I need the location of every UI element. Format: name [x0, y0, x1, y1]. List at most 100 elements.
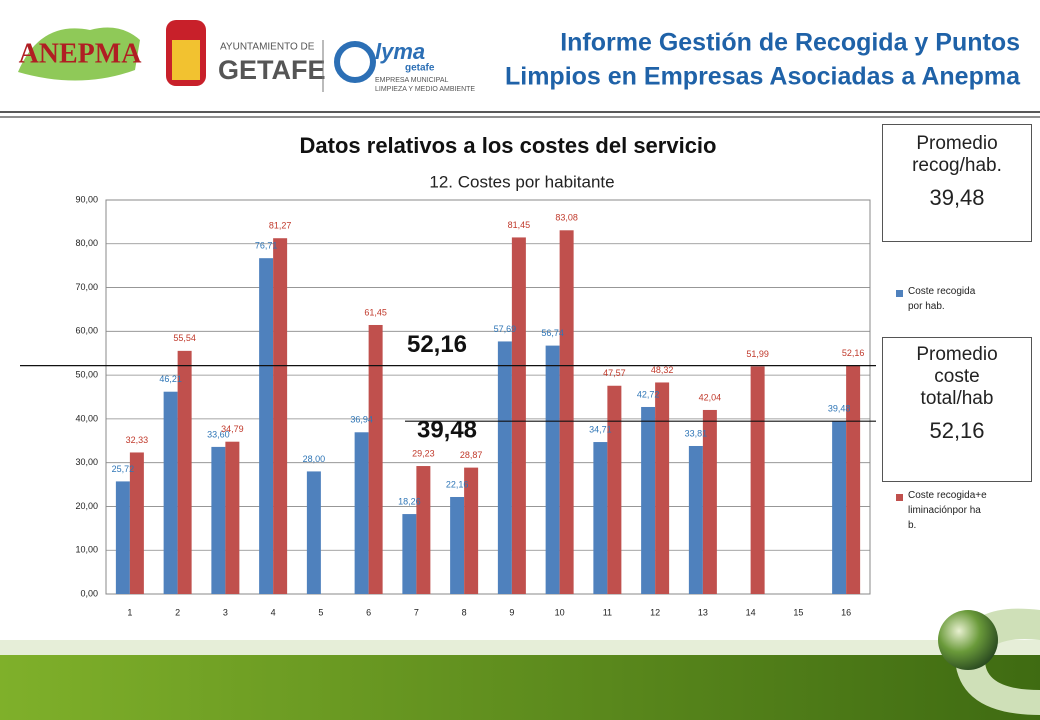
summary-value: 39,48 — [929, 185, 985, 210]
x-tick-label: 10 — [555, 607, 565, 617]
data-label: 51,99 — [746, 349, 769, 359]
bar — [511, 237, 526, 594]
x-tick-label: 7 — [414, 607, 419, 617]
bar — [545, 345, 560, 594]
lyma-line: EMPRESA MUNICIPAL — [375, 77, 448, 84]
bar — [115, 481, 130, 594]
bar — [211, 446, 226, 594]
data-label: 36,94 — [350, 415, 373, 425]
data-label: 28,00 — [303, 454, 326, 464]
x-tick-label: 5 — [318, 607, 323, 617]
y-tick-label: 80,00 — [75, 238, 98, 248]
data-label: 56,74 — [541, 328, 564, 338]
ayto-name: GETAFE — [218, 55, 326, 85]
summary-title: Promedio recog/hab. — [912, 133, 1002, 176]
chart-subtitle: 12. Costes por habitante — [429, 172, 614, 191]
chart-title: Datos relativos a los costes del servici… — [300, 133, 717, 158]
data-label: 25,72 — [112, 464, 135, 474]
legend-entry: Coste recogida por hab. — [908, 286, 976, 312]
bar — [702, 409, 717, 594]
x-tick-label: 6 — [366, 607, 371, 617]
x-tick-label: 14 — [746, 607, 756, 617]
data-label: 57,69 — [494, 324, 517, 334]
data-label: 76,71 — [255, 241, 278, 251]
data-label: 28,87 — [460, 450, 483, 460]
bar — [416, 466, 431, 594]
bar — [450, 496, 465, 594]
y-tick-label: 40,00 — [75, 413, 98, 423]
data-label: 33,81 — [685, 428, 708, 438]
x-tick-label: 13 — [698, 607, 708, 617]
data-label: 29,23 — [412, 448, 435, 458]
x-tick-label: 2 — [175, 607, 180, 617]
lyma-icon — [334, 41, 376, 83]
bar — [225, 441, 240, 594]
data-label: 52,16 — [842, 348, 865, 358]
data-label: 55,54 — [173, 333, 196, 343]
summary-title: Promedio coste total/hab — [916, 344, 998, 409]
bar — [750, 366, 765, 594]
x-tick-label: 9 — [509, 607, 514, 617]
reference-label: 52,16 — [407, 331, 467, 358]
data-label: 81,27 — [269, 221, 292, 231]
y-tick-label: 50,00 — [75, 369, 98, 379]
data-label: 83,08 — [555, 213, 578, 223]
x-tick-label: 16 — [841, 607, 851, 617]
footer-light — [0, 640, 1040, 655]
data-label: 18,26 — [398, 496, 421, 506]
data-label: 46,21 — [159, 374, 182, 384]
data-label: 22,16 — [446, 479, 469, 489]
data-label: 39,48 — [828, 404, 851, 414]
x-tick-label: 12 — [650, 607, 660, 617]
lyma-line: LIMPIEZA Y MEDIO AMBIENTE — [375, 86, 475, 93]
x-tick-label: 1 — [127, 607, 132, 617]
anepma-logo: ANEPMA — [19, 38, 143, 69]
data-label: 34,71 — [589, 424, 612, 434]
bar — [559, 230, 574, 594]
bar — [163, 391, 178, 594]
bar — [402, 514, 417, 594]
data-label: 81,45 — [508, 220, 531, 230]
slide-title: Limpios en Empresas Asociadas a Anepma — [505, 63, 1021, 91]
bar — [464, 467, 479, 594]
y-tick-label: 0,00 — [80, 588, 98, 598]
lyma-sub: getafe — [405, 63, 435, 74]
y-tick-label: 90,00 — [75, 194, 98, 204]
bar — [368, 324, 383, 594]
summary-box: Promedio coste total/hab 52,16 — [882, 337, 1032, 482]
y-tick-label: 70,00 — [75, 282, 98, 292]
data-label: 47,57 — [603, 368, 626, 378]
x-tick-label: 3 — [223, 607, 228, 617]
footer-band — [0, 655, 1040, 720]
bar — [593, 442, 608, 594]
data-label: 32,33 — [126, 435, 149, 445]
data-label: 42,04 — [699, 392, 722, 402]
bar — [655, 382, 670, 594]
data-label: 42,72 — [637, 389, 660, 399]
data-label: 33,60 — [207, 429, 230, 439]
data-label: 34,79 — [221, 424, 244, 434]
bar — [688, 445, 703, 594]
ayto-label: AYUNTAMIENTO DE — [220, 42, 315, 53]
y-tick-label: 10,00 — [75, 545, 98, 555]
bar — [273, 238, 288, 594]
x-tick-label: 4 — [271, 607, 276, 617]
summary-value: 52,16 — [929, 418, 985, 443]
y-tick-label: 60,00 — [75, 326, 98, 336]
data-label: 61,45 — [364, 307, 387, 317]
legend-swatch — [896, 494, 903, 501]
lyma-logo: lyma — [375, 39, 425, 64]
bar — [259, 258, 274, 594]
bar — [497, 341, 512, 594]
y-tick-label: 30,00 — [75, 457, 98, 467]
y-tick-label: 20,00 — [75, 501, 98, 511]
bar — [354, 432, 369, 594]
bar — [306, 471, 321, 594]
legend-entry: Coste recogida+eliminaciónpor hab. — [908, 490, 987, 531]
bar — [607, 385, 622, 594]
x-tick-label: 8 — [462, 607, 467, 617]
data-label: 48,32 — [651, 365, 674, 375]
bar — [129, 452, 144, 594]
